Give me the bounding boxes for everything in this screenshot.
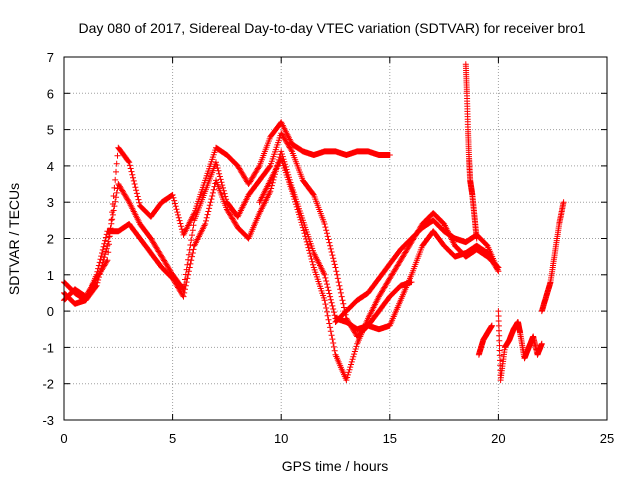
x-tick-label: 20 [491, 431, 505, 446]
y-axis-label: SDTVAR / TECUs [6, 183, 22, 295]
y-tick-label: 2 [47, 232, 54, 247]
axis-ticks: 0 5 10 15 20 25 -3 -2 -1 0 1 2 3 4 5 6 7 [42, 50, 614, 446]
x-tick-label: 0 [60, 431, 67, 446]
y-tick-label: 7 [47, 50, 54, 65]
y-tick-label: 5 [47, 123, 54, 138]
grid [64, 57, 607, 420]
y-tick-label: 0 [47, 304, 54, 319]
chart-title: Day 080 of 2017, Sidereal Day-to-day VTE… [78, 20, 585, 36]
sdtvar-markers [61, 61, 567, 384]
x-tick-label: 5 [169, 431, 176, 446]
y-tick-label: 3 [47, 195, 54, 210]
y-tick-label: 4 [47, 159, 54, 174]
data-points [61, 61, 567, 384]
x-axis-label: GPS time / hours [282, 458, 389, 474]
y-tick-label: -2 [42, 377, 54, 392]
x-tick-label: 10 [274, 431, 288, 446]
y-tick-label: 1 [47, 268, 54, 283]
y-tick-label: -1 [42, 340, 54, 355]
y-tick-label: -3 [42, 413, 54, 428]
x-tick-label: 25 [600, 431, 614, 446]
y-tick-label: 6 [47, 86, 54, 101]
x-tick-label: 15 [383, 431, 397, 446]
